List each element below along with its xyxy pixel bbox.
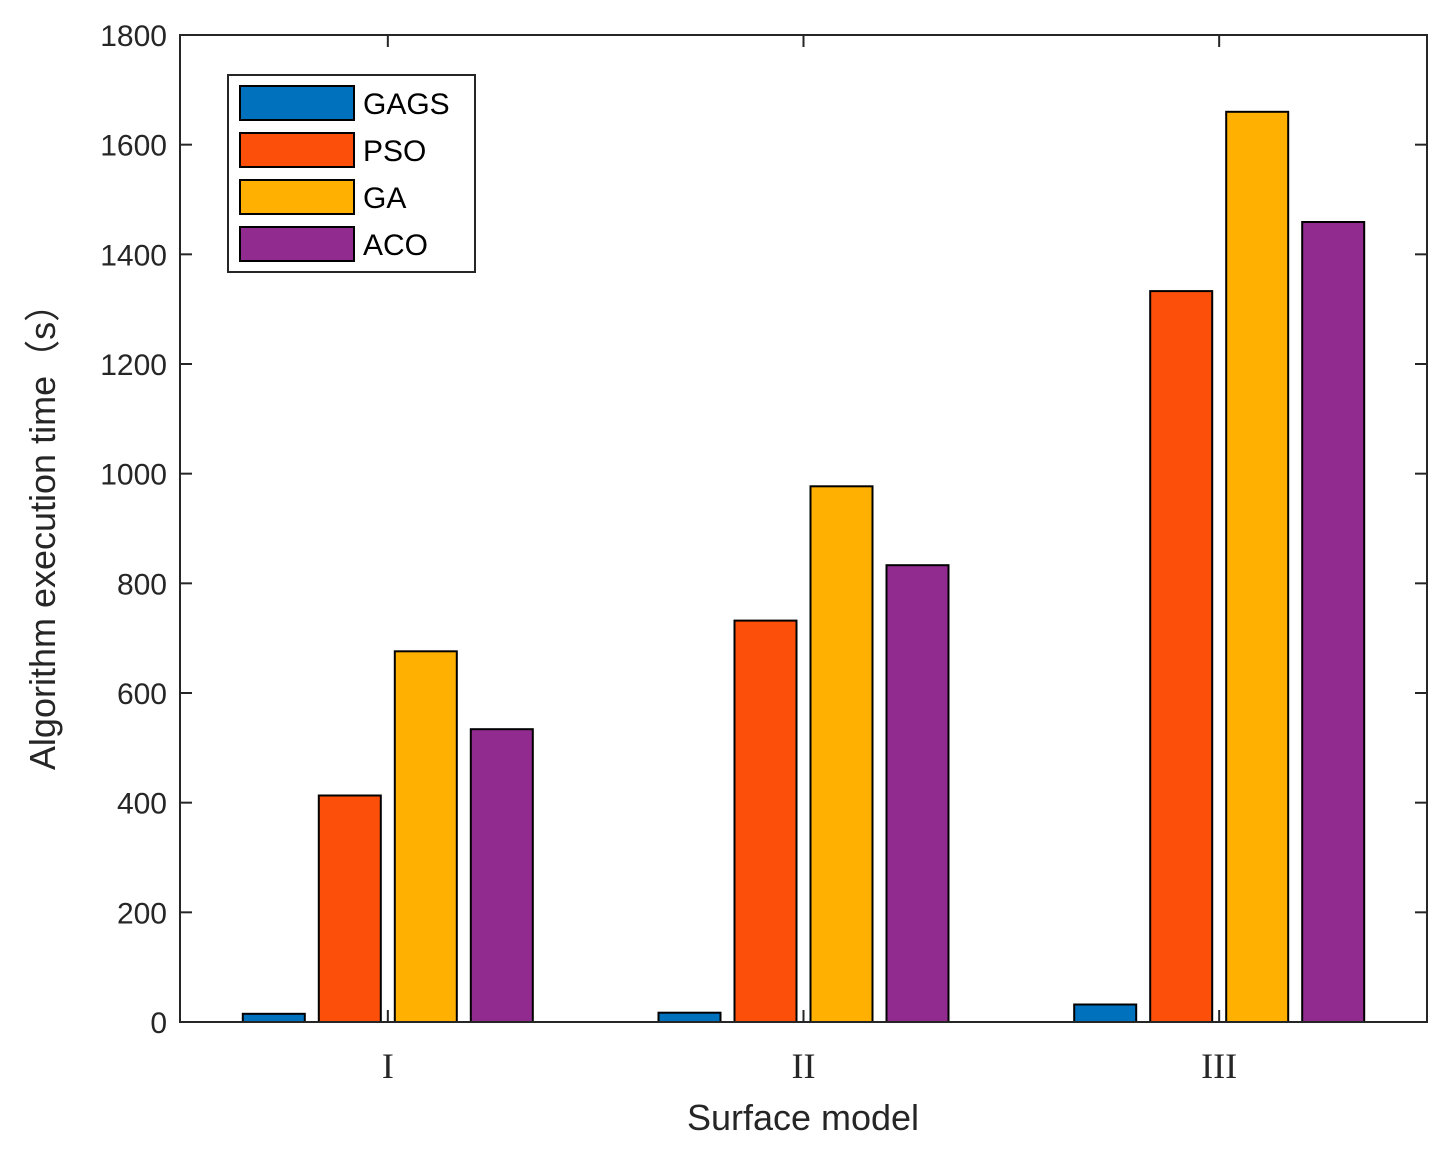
y-tick-label: 200 bbox=[117, 897, 167, 930]
legend: GAGS PSO GA ACO bbox=[227, 74, 476, 273]
x-tick-label: II bbox=[792, 1046, 816, 1086]
bar-ga-ii bbox=[809, 485, 874, 1023]
bar-aco-ii bbox=[885, 564, 950, 1023]
legend-label-gags: GAGS bbox=[363, 88, 450, 121]
legend-swatch-aco bbox=[239, 226, 355, 262]
legend-label-pso: PSO bbox=[363, 135, 426, 168]
bar-ga-iii bbox=[1225, 110, 1290, 1024]
bar-gags-iii bbox=[1073, 1003, 1138, 1023]
y-tick-labels: 0 200 400 600 800 1000 1200 1400 1600 1800 bbox=[100, 20, 167, 1040]
legend-label-aco: ACO bbox=[363, 229, 428, 262]
y-tick-label: 1600 bbox=[100, 130, 167, 163]
y-tick-label: 0 bbox=[150, 1007, 167, 1040]
y-tick-label: 600 bbox=[117, 678, 167, 711]
bars-layer bbox=[241, 110, 1366, 1024]
bar-pso-ii bbox=[733, 619, 798, 1023]
bar-ga-i bbox=[393, 650, 458, 1023]
bar-aco-i bbox=[469, 728, 534, 1023]
y-axis-title: Algorithm execution time（s） bbox=[22, 286, 63, 770]
bar-pso-iii bbox=[1149, 290, 1214, 1024]
legend-swatch-ga bbox=[239, 179, 355, 215]
y-tick-label: 1800 bbox=[100, 20, 167, 53]
legend-label-ga: GA bbox=[363, 182, 406, 215]
bar-pso-i bbox=[317, 794, 382, 1023]
x-tick-label: I bbox=[382, 1046, 394, 1086]
legend-swatch-pso bbox=[239, 132, 355, 168]
y-tick-label: 800 bbox=[117, 568, 167, 601]
x-tick-labels: I II III bbox=[382, 1046, 1237, 1086]
y-tick-label: 1000 bbox=[100, 459, 167, 492]
ticks-layer bbox=[180, 34, 1427, 1023]
y-tick-label: 400 bbox=[117, 788, 167, 821]
bar-gags-ii bbox=[657, 1011, 722, 1024]
y-tick-label: 1400 bbox=[100, 239, 167, 272]
legend-swatch-gags bbox=[239, 85, 355, 121]
x-axis-title: Surface model bbox=[687, 1097, 919, 1138]
x-tick-label: III bbox=[1201, 1046, 1237, 1086]
bar-gags-i bbox=[241, 1012, 306, 1023]
bar-aco-iii bbox=[1301, 221, 1366, 1023]
y-tick-label: 1200 bbox=[100, 349, 167, 382]
